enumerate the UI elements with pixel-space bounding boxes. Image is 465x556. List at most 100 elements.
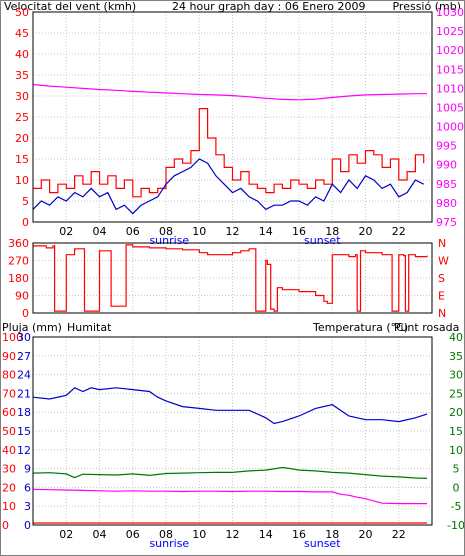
- compass-tick-0: N: [438, 237, 446, 250]
- p3-x-tick-14: 14: [259, 528, 273, 541]
- compass-tick-3: E: [438, 290, 445, 303]
- p1-sunrise-label: sunrise: [149, 234, 189, 247]
- p3-sunset-label: sunset: [304, 537, 341, 550]
- humidity-tick-3: 3: [24, 500, 31, 513]
- humidity-tick-21: 21: [17, 387, 31, 400]
- humidity-tick-27: 27: [17, 350, 31, 363]
- pressure-line: [32, 83, 427, 101]
- p1-x-tick-18: 18: [325, 225, 339, 238]
- wind-tick-35: 35: [15, 69, 29, 82]
- temp-tick-40: 40: [449, 331, 463, 344]
- dewpoint-line: [32, 488, 427, 505]
- pressure-axis-title: Pressió (mb): [392, 0, 461, 13]
- humidity-tick-18: 18: [17, 406, 31, 419]
- p1-x-tick-16: 16: [292, 225, 306, 238]
- p3-x-tick-20: 20: [359, 528, 373, 541]
- p3-x-tick-22: 22: [392, 528, 406, 541]
- temp-tick-20: 20: [449, 406, 463, 419]
- rain-tick-90: 90: [2, 350, 16, 363]
- pressure-tick-1000: 1000: [436, 121, 464, 134]
- rain-tick-20: 20: [2, 481, 16, 494]
- rain-tick-40: 40: [2, 444, 16, 457]
- temp-tick--5: -5: [451, 500, 462, 513]
- temp-tick-15: 15: [449, 425, 463, 438]
- wind-speed-line: [32, 158, 424, 215]
- temp-tick-30: 30: [449, 369, 463, 382]
- p1-x-tick-12: 12: [226, 225, 240, 238]
- p1-x-tick-10: 10: [192, 225, 206, 238]
- p3-x-tick-12: 12: [226, 528, 240, 541]
- pressure-tick-1005: 1005: [436, 101, 464, 114]
- wind-pressure-panel: 0510152025303540455097598098599099510001…: [15, 6, 464, 247]
- p1-x-tick-02: 02: [59, 225, 73, 238]
- p1-x-tick-08: 08: [159, 225, 173, 238]
- humidity-tick-15: 15: [17, 425, 31, 438]
- chart-title: 24 hour graph day : 06 Enero 2009: [172, 0, 366, 13]
- pressure-tick-1020: 1020: [436, 44, 464, 57]
- pressure-tick-975: 975: [436, 216, 457, 229]
- direction-line: [33, 244, 428, 312]
- pressure-tick-1025: 1025: [436, 25, 464, 38]
- temp-tick-0: 0: [453, 481, 460, 494]
- p2-frame: [32, 242, 433, 314]
- p1-x-tick-22: 22: [392, 225, 406, 238]
- temperature-legend-label: Temperatura (°C): [312, 321, 408, 334]
- p3-x-tick-04: 04: [93, 528, 107, 541]
- temp-tick-35: 35: [449, 350, 463, 363]
- temp-tick-25: 25: [449, 387, 463, 400]
- rain-legend-label: Pluja (mm): [2, 321, 62, 334]
- p3-x-tick-10: 10: [192, 528, 206, 541]
- direction-tick-0: 0: [22, 307, 29, 320]
- p1-x-tick-04: 04: [93, 225, 107, 238]
- p3-x-tick-16: 16: [292, 528, 306, 541]
- pressure-tick-990: 990: [436, 159, 457, 172]
- rain-tick-50: 50: [2, 425, 16, 438]
- wind-tick-50: 50: [15, 6, 29, 19]
- wind-tick-10: 10: [15, 174, 29, 187]
- wind-tick-45: 45: [15, 27, 29, 40]
- p1-x-tick-14: 14: [259, 225, 273, 238]
- p3-frame: [32, 336, 433, 526]
- pressure-tick-1010: 1010: [436, 82, 464, 95]
- humidity-tick-9: 9: [24, 463, 31, 476]
- direction-tick-360: 360: [8, 237, 29, 250]
- humidity-line: [32, 387, 428, 425]
- humidity-legend-label: Humitat: [67, 321, 112, 334]
- humidity-tick-24: 24: [17, 369, 31, 382]
- rain-tick-80: 80: [2, 369, 16, 382]
- pressure-tick-1030: 1030: [436, 6, 464, 19]
- dewpoint-legend-label: Punt rosada: [394, 321, 459, 334]
- temp-tick--10: -10: [447, 519, 465, 532]
- wind-tick-25: 25: [15, 111, 29, 124]
- temp-tick-10: 10: [449, 444, 463, 457]
- wind-tick-30: 30: [15, 90, 29, 103]
- humidity-tick-6: 6: [24, 481, 31, 494]
- p1-sunset-label: sunset: [304, 234, 341, 247]
- temp-tick-5: 5: [453, 463, 460, 476]
- wind-tick-15: 15: [15, 153, 29, 166]
- temperature-line: [32, 466, 428, 479]
- rain-tick-30: 30: [2, 463, 16, 476]
- humidity-tick-12: 12: [17, 444, 31, 457]
- p3-x-tick-08: 08: [159, 528, 173, 541]
- p1-frame: [32, 11, 433, 223]
- compass-tick-2: S: [438, 272, 445, 285]
- wind-tick-20: 20: [15, 132, 29, 145]
- wind-tick-0: 0: [22, 216, 29, 229]
- direction-tick-270: 270: [8, 255, 29, 268]
- p3-sunrise-label: sunrise: [149, 537, 189, 550]
- rain-tick-70: 70: [2, 387, 16, 400]
- humidity-tick-30: 30: [17, 331, 31, 344]
- pressure-tick-980: 980: [436, 197, 457, 210]
- p3-x-tick-18: 18: [325, 528, 339, 541]
- rain-tick-60: 60: [2, 406, 16, 419]
- p1-x-tick-06: 06: [126, 225, 140, 238]
- wind-tick-5: 5: [22, 195, 29, 208]
- compass-tick-1: W: [438, 255, 449, 268]
- rain-tick-10: 10: [2, 500, 16, 513]
- direction-tick-180: 180: [8, 272, 29, 285]
- p3-x-tick-06: 06: [126, 528, 140, 541]
